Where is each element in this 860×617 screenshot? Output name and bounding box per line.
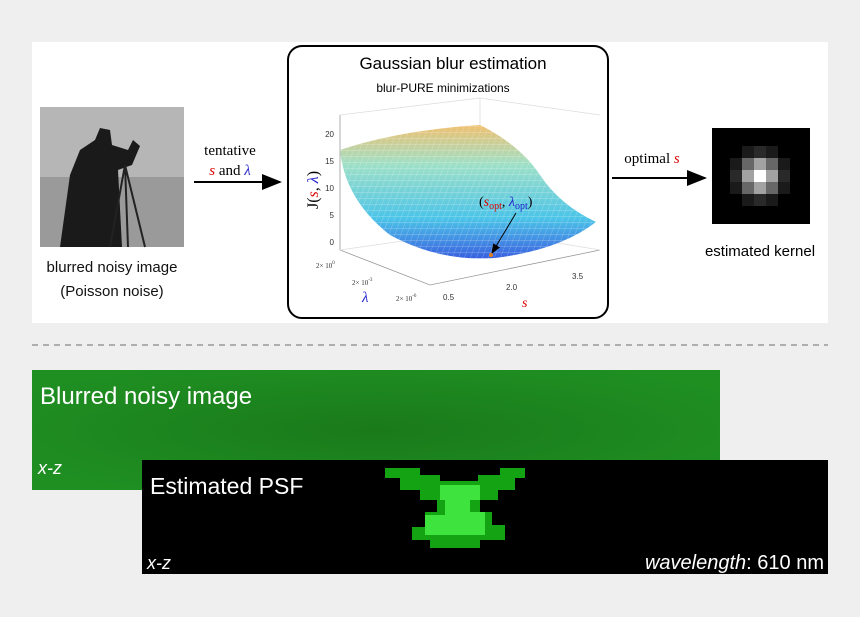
input-caption: blurred noisy image: [47, 259, 178, 276]
lambda-label: λ: [361, 290, 369, 306]
tick-exp: 0: [332, 261, 335, 266]
box-subtitle: blur-PURE minimizations: [376, 81, 509, 95]
blurred-title: Blurred noisy image: [40, 383, 252, 410]
s-label: s: [522, 296, 528, 311]
kernel-cell: [754, 182, 766, 194]
lambda-tick-label: 2× 10-6: [396, 294, 417, 303]
annotation-part: ): [528, 195, 533, 210]
input-caption: (Poisson noise): [60, 283, 163, 300]
psf-shape: [385, 468, 525, 548]
annotation: (sopt, λopt): [479, 195, 533, 212]
optimal: optimal: [624, 151, 670, 167]
kernel-cell: [754, 158, 766, 170]
kernel-cell: [766, 194, 778, 206]
z-axis-label: J(s, λ): [305, 171, 322, 209]
box-title: Gaussian blur estimation: [359, 54, 546, 73]
arrow-label: tentative: [204, 143, 256, 159]
lambda-tick-label: 2× 100: [316, 261, 335, 270]
kernel-cell: [730, 182, 742, 194]
z-label-part: ): [305, 171, 322, 176]
annotation-part: ,: [502, 195, 509, 210]
annotation-part: s: [484, 195, 490, 210]
s-tick-label: 2.0: [506, 283, 518, 292]
kernel-cell: [766, 146, 778, 158]
kernel-cell: [766, 182, 778, 194]
tick-exp: -3: [368, 278, 373, 283]
lambda: λ: [243, 163, 251, 179]
arrow-label: s and λ: [209, 163, 251, 179]
minimum-point: [489, 253, 493, 257]
s: s: [209, 163, 215, 179]
annotation-part: λ: [508, 195, 515, 210]
kernel-cell: [730, 158, 742, 170]
kernel-cell: [742, 194, 754, 206]
z-tick-label: 20: [325, 130, 334, 139]
kernel-cell: [754, 170, 766, 182]
wavelength: wavelength: 610 nm: [645, 552, 824, 574]
s: s: [674, 151, 680, 167]
s-tick-label: 0.5: [443, 293, 455, 302]
kernel-cell: [742, 182, 754, 194]
annotation-part: opt: [515, 201, 528, 212]
tick-exp: -6: [412, 294, 417, 299]
kernel-cell: [730, 170, 742, 182]
input-image: [40, 107, 184, 248]
kernel-image: [712, 128, 810, 224]
kernel-cell: [754, 194, 766, 206]
view-label: x-z: [146, 553, 171, 573]
s-tick-label: 3.5: [572, 272, 584, 281]
tick-base: 2× 10: [352, 279, 369, 287]
lambda-tick-label: 2× 10-3: [352, 278, 373, 287]
annotation-part: opt: [489, 201, 502, 212]
arrow-label: optimal s: [624, 151, 680, 167]
psf-title: Estimated PSF: [150, 473, 303, 499]
kernel-cell: [766, 170, 778, 182]
surface-mesh: [340, 125, 596, 259]
wavelength-value: : 610 nm: [746, 552, 824, 574]
z-label-part: λ: [305, 176, 322, 184]
z-tick-label: 0: [330, 238, 335, 247]
view-label: x-z: [37, 458, 62, 478]
annotation-part: (: [479, 195, 484, 210]
z-label-part: J(: [305, 197, 322, 209]
kernel-cell: [766, 158, 778, 170]
kernel-caption: estimated kernel: [705, 243, 815, 260]
tick-base: 2× 10: [316, 262, 333, 270]
kernel-cell: [778, 182, 790, 194]
kernel-cell: [754, 146, 766, 158]
kernel-cell: [742, 146, 754, 158]
z-label-part: ,: [305, 183, 322, 191]
kernel-cell: [778, 158, 790, 170]
tick-base: 2× 10: [396, 295, 413, 303]
z-tick-label: 15: [325, 157, 334, 166]
z-tick-label: 5: [330, 211, 335, 220]
and: and: [219, 163, 241, 179]
annotation-arrow: [491, 212, 517, 254]
kernel-cell: [778, 170, 790, 182]
z-label-part: s: [305, 191, 322, 197]
kernel-cell: [742, 170, 754, 182]
kernel-cell: [742, 158, 754, 170]
wavelength-label: wavelength: [645, 552, 746, 574]
z-tick-label: 10: [325, 184, 334, 193]
